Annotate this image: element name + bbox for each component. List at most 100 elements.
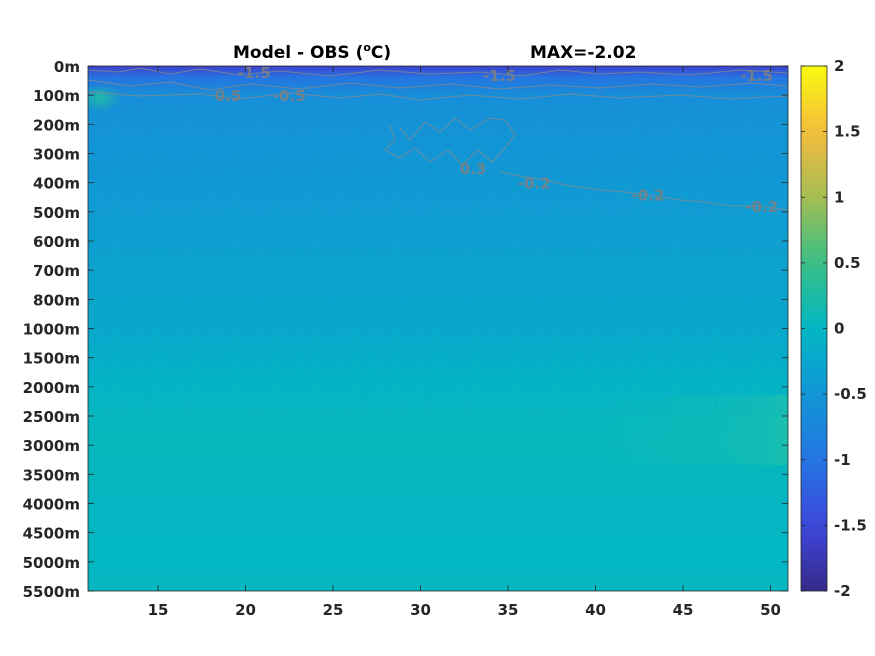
noise-stripe <box>780 86 782 416</box>
shallow-warm-anomaly <box>88 84 122 112</box>
noise-stripe <box>285 86 287 416</box>
noise-stripe <box>715 86 717 416</box>
noise-stripe <box>370 86 372 416</box>
noise-stripe <box>225 86 227 416</box>
noise-stripe <box>660 86 662 416</box>
y-tick-label: 4000m <box>23 496 80 514</box>
noise-stripe <box>355 86 357 416</box>
noise-stripe <box>165 86 167 416</box>
noise-stripe <box>745 86 747 416</box>
noise-stripe <box>750 86 752 416</box>
noise-stripe <box>410 86 412 416</box>
contour-label: -0.2 <box>632 186 665 204</box>
noise-stripe <box>195 86 197 416</box>
noise-stripe <box>145 86 147 416</box>
noise-stripe <box>760 86 762 416</box>
noise-stripe <box>260 86 262 416</box>
contour-label: -1.5 <box>238 64 271 82</box>
y-tick-label: 800m <box>33 291 80 309</box>
noise-stripe <box>590 86 592 416</box>
noise-stripe <box>565 86 567 416</box>
noise-stripe <box>640 86 642 416</box>
colorbar <box>800 65 828 592</box>
y-tick-label: 500m <box>33 204 80 222</box>
noise-stripe <box>250 86 252 416</box>
colorbar-tick-label: 2 <box>834 57 844 75</box>
noise-stripe <box>550 86 552 416</box>
noise-stripe <box>220 86 222 416</box>
noise-stripe <box>735 86 737 416</box>
noise-stripe <box>405 86 407 416</box>
noise-stripe <box>345 86 347 416</box>
noise-stripe <box>555 86 557 416</box>
noise-stripe <box>180 86 182 416</box>
noise-stripe <box>690 86 692 416</box>
noise-stripe <box>725 86 727 416</box>
noise-stripe <box>700 86 702 416</box>
noise-stripe <box>335 86 337 416</box>
noise-stripe <box>480 86 482 416</box>
noise-stripe <box>210 86 212 416</box>
noise-stripe <box>110 86 112 416</box>
noise-stripe <box>665 86 667 416</box>
noise-stripe <box>380 86 382 416</box>
y-tick-label: 5000m <box>23 554 80 572</box>
x-tick-label: 35 <box>498 601 519 619</box>
y-axis: 0m 100m 200m 300m 400m 500m 600m 700m 800m 1000m 1… <box>23 58 788 601</box>
colorbar-tick-label: -1 <box>834 451 851 469</box>
noise-stripe <box>360 86 362 416</box>
colorbar-tick-label: 1 <box>834 188 844 206</box>
noise-stripe <box>675 86 677 416</box>
noise-stripe <box>495 86 497 416</box>
noise-stripe <box>500 86 502 416</box>
noise-stripe <box>785 86 787 416</box>
noise-stripe <box>330 86 332 416</box>
contour-label: -0.2 <box>745 198 778 216</box>
noise-stripe <box>520 86 522 416</box>
noise-stripe <box>270 86 272 416</box>
contour-label: -0.5 <box>273 87 306 105</box>
colorbar-ticks: 2 1.5 1 0.5 0 -0.5 -1 -1.5 -2 <box>801 57 867 600</box>
noise-stripe <box>430 86 432 416</box>
noise-stripe <box>470 86 472 416</box>
x-tick-label: 40 <box>585 601 606 619</box>
y-tick-label: 3000m <box>23 437 80 455</box>
noise-stripe <box>105 86 107 416</box>
y-tick-label: 1000m <box>23 321 80 339</box>
noise-stripe <box>475 86 477 416</box>
noise-stripe <box>130 86 132 416</box>
noise-stripe <box>615 86 617 416</box>
noise-stripe <box>200 86 202 416</box>
noise-stripe <box>230 86 232 416</box>
noise-stripe <box>120 86 122 416</box>
noise-stripe <box>680 86 682 416</box>
noise-stripe <box>175 86 177 416</box>
noise-stripe <box>150 86 152 416</box>
y-tick-label: 2500m <box>23 408 80 426</box>
noise-stripe <box>545 86 547 416</box>
x-tick-label: 15 <box>148 601 169 619</box>
noise-stripe <box>90 86 92 416</box>
noise-stripe <box>205 86 207 416</box>
noise-stripe <box>465 86 467 416</box>
noise-stripe <box>125 86 127 416</box>
noise-stripe <box>720 86 722 416</box>
y-tick-label: 600m <box>33 233 80 251</box>
noise-stripe <box>155 86 157 416</box>
noise-stripe <box>595 86 597 416</box>
noise-stripe <box>100 86 102 416</box>
noise-stripe <box>755 86 757 416</box>
x-axis: 15 20 25 30 35 40 45 50 <box>148 66 781 619</box>
chart-title: Model - OBS (oC) <box>233 41 391 63</box>
y-tick-label: 100m <box>33 87 80 105</box>
noise-stripe <box>190 86 192 416</box>
noise-stripe <box>340 86 342 416</box>
noise-stripe <box>585 86 587 416</box>
noise-stripe <box>265 86 267 416</box>
noise-stripe <box>505 86 507 416</box>
noise-stripe <box>420 86 422 416</box>
noise-stripe <box>685 86 687 416</box>
plot-area: -1.5 -1.5 -1.5 0.5 -0.5 -0.2 -0.2 -0.2 0.3 <box>88 64 788 591</box>
noise-stripe <box>765 86 767 416</box>
noise-stripe <box>140 86 142 416</box>
